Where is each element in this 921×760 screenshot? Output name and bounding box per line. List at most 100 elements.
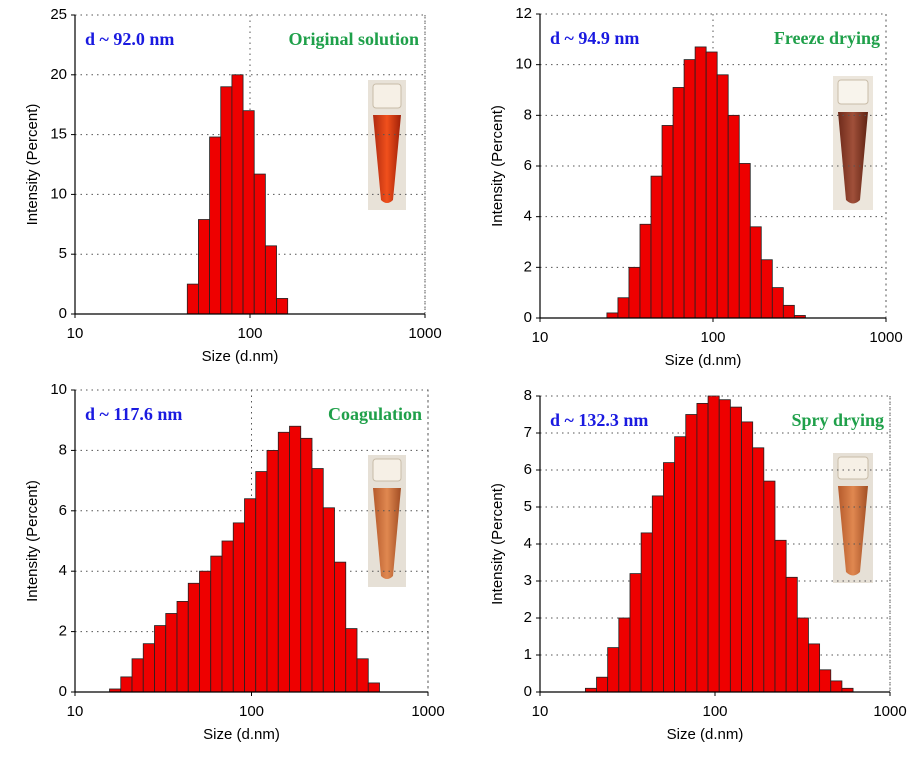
bar <box>830 680 843 693</box>
x-axis-label: Size (d.nm) <box>665 352 742 369</box>
y-tick-label: 6 <box>524 157 532 174</box>
bar <box>186 283 199 315</box>
bar <box>774 539 787 693</box>
y-tick-label: 4 <box>59 562 67 579</box>
bar <box>276 298 289 315</box>
panel-title: Freeze drying <box>774 28 880 48</box>
annotation: d ~ 117.6 nm <box>85 404 182 424</box>
bar <box>607 647 620 693</box>
y-tick-label: 12 <box>515 5 532 22</box>
bar <box>749 226 762 319</box>
x-tick-label: 100 <box>237 325 262 342</box>
annotation: d ~ 132.3 nm <box>550 410 648 430</box>
bar <box>705 51 718 319</box>
bar <box>345 628 358 693</box>
bar <box>322 507 335 693</box>
axis <box>539 14 886 319</box>
y-tick-label: 0 <box>524 309 532 326</box>
axis <box>539 396 890 693</box>
bar <box>131 658 144 693</box>
bar <box>617 297 630 319</box>
bar <box>674 436 687 693</box>
x-tick-label: 10 <box>67 325 84 342</box>
annotation: d ~ 92.0 nm <box>85 29 174 49</box>
panel-title: Coagulation <box>328 404 422 424</box>
bar <box>718 399 731 693</box>
x-axis-label: Size (d.nm) <box>202 348 279 365</box>
x-tick-label: 100 <box>239 703 264 720</box>
y-tick-label: 1 <box>524 646 532 663</box>
y-tick-label: 2 <box>524 609 532 626</box>
bar <box>629 573 642 693</box>
y-tick-label: 6 <box>524 461 532 478</box>
bar <box>606 312 619 319</box>
bar <box>264 245 277 315</box>
bar <box>255 471 268 693</box>
bar <box>596 676 609 693</box>
bar <box>220 86 233 315</box>
bar <box>707 395 720 693</box>
y-axis-label: Intensity (Percent) <box>24 480 41 602</box>
bar <box>165 613 178 693</box>
panel-title: Spry drying <box>791 410 884 430</box>
bar <box>142 643 155 693</box>
x-tick-label: 100 <box>700 329 725 346</box>
bar <box>785 576 798 693</box>
y-tick-label: 8 <box>524 106 532 123</box>
bar <box>289 425 302 693</box>
axis <box>74 15 425 315</box>
bar <box>176 601 189 693</box>
y-tick-label: 0 <box>524 683 532 700</box>
y-tick-label: 2 <box>59 623 67 640</box>
bar <box>618 617 631 693</box>
y-tick-label: 0 <box>59 683 67 700</box>
bar <box>741 421 754 693</box>
bar <box>650 175 663 319</box>
y-axis-label: Intensity (Percent) <box>489 483 506 605</box>
bar <box>694 46 707 319</box>
bar <box>808 643 821 693</box>
y-tick-label: 20 <box>50 66 67 83</box>
bar <box>232 522 245 693</box>
bar <box>696 402 709 693</box>
axis <box>74 390 428 693</box>
bar <box>311 468 324 693</box>
bar <box>154 625 167 693</box>
bar <box>209 136 222 315</box>
bar <box>356 658 369 693</box>
y-tick-label: 7 <box>524 424 532 441</box>
x-tick-label: 10 <box>532 703 549 720</box>
vial-image <box>833 453 873 583</box>
y-tick-label: 8 <box>524 387 532 404</box>
y-tick-label: 4 <box>524 208 532 225</box>
x-axis-label: Size (d.nm) <box>667 726 744 743</box>
y-tick-label: 10 <box>515 56 532 73</box>
bar <box>729 406 742 693</box>
bar <box>672 87 685 319</box>
bar <box>819 669 832 693</box>
bar <box>334 561 347 693</box>
vial-image <box>368 455 406 587</box>
bar <box>771 287 784 319</box>
y-axis-label: Intensity (Percent) <box>489 105 506 227</box>
y-tick-label: 6 <box>59 502 67 519</box>
y-tick-label: 0 <box>59 305 67 322</box>
bar <box>231 74 244 315</box>
y-tick-label: 5 <box>59 245 67 262</box>
bar <box>716 74 729 319</box>
bar <box>640 532 653 693</box>
y-tick-label: 8 <box>59 441 67 458</box>
bar <box>367 682 380 693</box>
axis-frame <box>75 389 429 692</box>
bar <box>683 59 696 319</box>
bar <box>738 163 751 319</box>
bar <box>760 259 773 319</box>
y-tick-label: 2 <box>524 258 532 275</box>
x-tick-label: 10 <box>532 329 549 346</box>
bar <box>253 173 266 315</box>
bar <box>763 480 776 693</box>
axis-frame <box>75 14 426 314</box>
y-tick-label: 10 <box>50 381 67 398</box>
y-tick-label: 5 <box>524 498 532 515</box>
